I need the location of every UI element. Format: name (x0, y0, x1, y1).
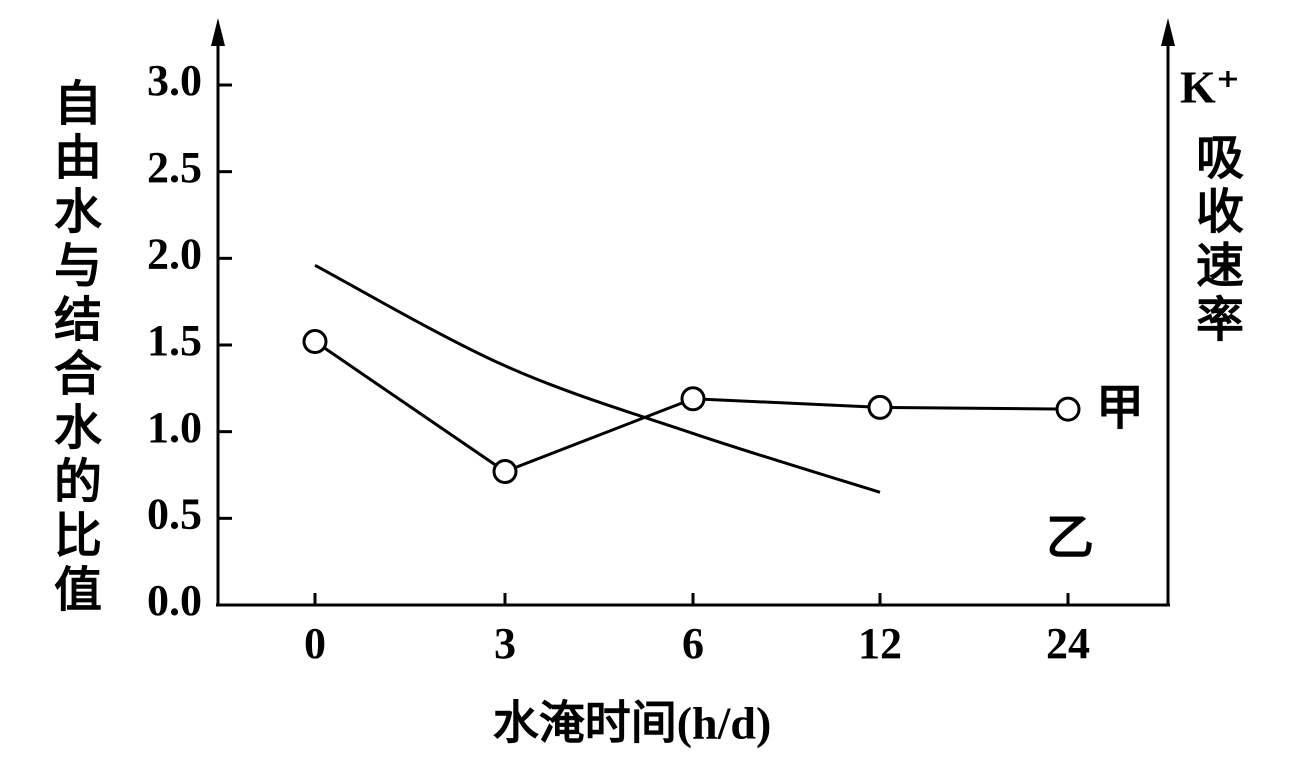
series-label: 乙 (1046, 511, 1094, 564)
axes (216, 40, 1170, 607)
x-tick-label: 12 (858, 619, 902, 668)
y-tick-label: 2.5 (147, 143, 202, 192)
x-tick-label: 24 (1046, 619, 1090, 668)
point (867, 394, 893, 420)
y-tick-label: 0.0 (147, 576, 202, 625)
y-tick-label: 3.0 (147, 56, 202, 105)
x-tick-label: 0 (304, 619, 326, 668)
axis-arrow (1161, 18, 1175, 46)
point (492, 459, 518, 485)
x-tick-label: 6 (682, 619, 704, 668)
series-label: 甲 (1096, 382, 1144, 435)
point (1055, 396, 1081, 422)
axis-arrow (211, 18, 225, 46)
point (680, 386, 706, 412)
y2-axis-title: 吸收速率 (1188, 132, 1243, 348)
point (302, 329, 328, 355)
y-tick-label: 0.5 (147, 489, 202, 538)
y-tick-label: 2.0 (147, 229, 202, 278)
y-axis-title: 自由水与结合水的比值 (46, 78, 102, 618)
y-tick-label: 1.0 (147, 403, 202, 452)
x-tick-label: 3 (494, 619, 516, 668)
x-axis-title: 水淹时间(h/d) (493, 698, 772, 749)
y-tick-label: 1.5 (147, 316, 202, 365)
series-line (314, 263, 881, 494)
y2-axis-title: K⁺ (1180, 62, 1240, 113)
